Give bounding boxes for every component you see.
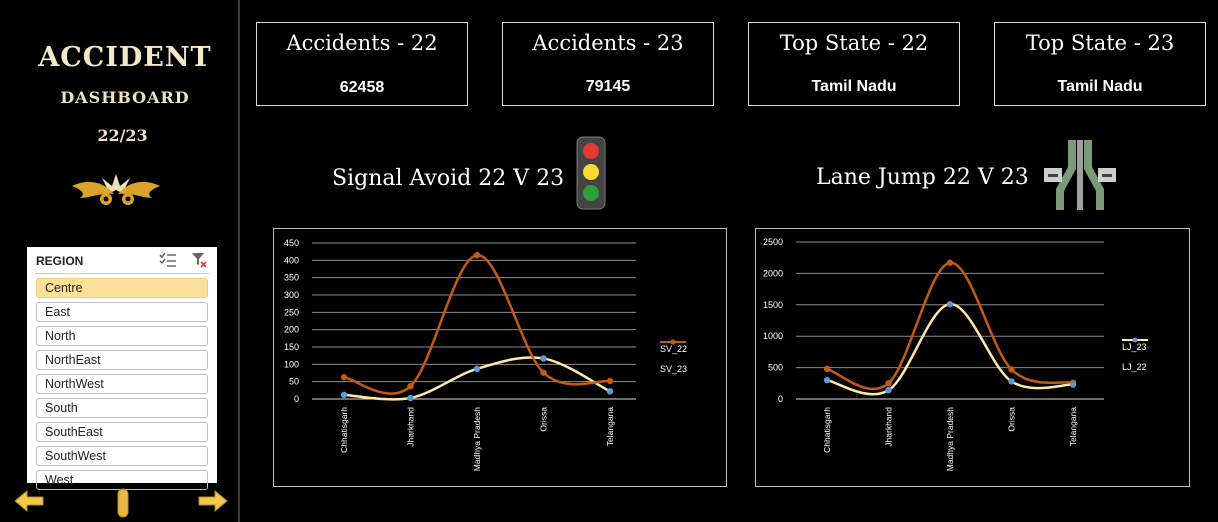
legend-sv-23: SV_23: [660, 364, 688, 374]
trophy-emblem-icon: [72, 174, 160, 205]
slicer-item-north[interactable]: North: [36, 326, 208, 346]
chart2-legend: LJ_23 LJ_22: [1122, 337, 1148, 377]
signal-avoid-plot: 0 50 100 150 200 250 300 350 400 450 Chhatisgarh Jh…: [284, 238, 636, 472]
data-point-lj_22: [823, 376, 831, 384]
x-tick-label: Telangana: [605, 407, 615, 447]
data-point-lj_23: [946, 259, 954, 266]
data-point-sv_23: [540, 369, 547, 376]
slicer-item-northeast[interactable]: NorthEast: [36, 350, 208, 370]
data-point-lj_23: [1008, 366, 1015, 373]
lane-jump-title: Lane Jump 22 V 23: [816, 165, 1029, 190]
slicer-item-south[interactable]: South: [36, 398, 208, 418]
data-point-sv_22: [540, 355, 547, 362]
slicer-header: REGION: [36, 254, 84, 268]
x-tick-label: Madhya Pradesh: [945, 407, 955, 472]
signal-avoid-chart: 0 50 100 150 200 250 300 350 400 450 Chhatisgarh Jh…: [273, 228, 727, 487]
y-tick-label: 2000: [763, 268, 783, 278]
data-point-sv_23: [340, 373, 348, 381]
slicer-item-southwest[interactable]: SouthWest: [36, 446, 208, 466]
kpi-top-state-22: Top State - 22 Tamil Nadu: [748, 22, 960, 106]
data-point-lj_22: [1069, 381, 1077, 388]
y-tick-label: 450: [284, 238, 299, 248]
x-tick-label: Orissa: [539, 407, 549, 432]
kpi-title: Top State - 23: [1025, 31, 1175, 55]
x-tick-label: Chhatisgarh: [822, 407, 832, 453]
y-tick-label: 100: [284, 359, 299, 369]
sidebar: ACCIDENT DASHBOARD 22/23 REGION Centre Ea…: [0, 0, 240, 522]
x-tick-label: Telangana: [1068, 407, 1078, 447]
y-tick-label: 300: [284, 290, 299, 300]
y-tick-label: 400: [284, 255, 299, 265]
data-point-lj_23: [823, 365, 831, 373]
data-point-sv_22: [407, 394, 414, 402]
traffic-light-icon: [576, 136, 606, 210]
series-line-lj_23: [826, 261, 1074, 391]
arrow-right-icon[interactable]: [198, 490, 228, 512]
x-tick-label: Madhya Pradesh: [472, 407, 482, 472]
clear-filter-icon[interactable]: [191, 252, 207, 268]
data-point-lj_22: [1008, 378, 1015, 385]
legend-lj-23: LJ_23: [1122, 342, 1147, 352]
kpi-title: Top State - 22: [779, 31, 929, 55]
x-tick-label: Chhatisgarh: [339, 407, 349, 453]
y-tick-label: 50: [289, 377, 299, 387]
slicer-item-northwest[interactable]: NorthWest: [36, 374, 208, 394]
data-point-lj_22: [946, 300, 954, 308]
y-tick-label: 150: [284, 342, 299, 352]
slicer-item-centre[interactable]: Centre: [36, 278, 208, 298]
kpi-accidents-22: Accidents - 22 62458: [256, 22, 468, 106]
lane-jump-plot: 0 500 1000 1500 2000 2500 Chhatisgarh Jharkhand…: [763, 237, 1104, 472]
y-tick-label: 2500: [763, 237, 783, 247]
slicer-item-west[interactable]: West: [36, 470, 208, 490]
lane-road-icon: [1044, 140, 1116, 210]
brand-title: ACCIDENT: [38, 42, 212, 73]
y-tick-label: 350: [284, 273, 299, 283]
data-point-sv_23: [473, 251, 481, 259]
brand-year: 22/23: [97, 126, 148, 145]
legend-sv-22: SV_22: [660, 344, 688, 354]
x-tick-label: Orissa: [1007, 407, 1017, 432]
chart1-legend: SV_22 SV_23: [660, 339, 687, 379]
y-tick-label: 200: [284, 325, 299, 335]
data-point-sv_22: [473, 365, 481, 373]
data-point-sv_23: [606, 377, 614, 385]
signal-avoid-title: Signal Avoid 22 V 23: [332, 166, 565, 191]
data-point-sv_23: [407, 382, 414, 390]
data-point-lj_22: [885, 387, 892, 394]
kpi-value: 62458: [339, 79, 385, 96]
brand-subtitle: DASHBOARD: [60, 88, 190, 107]
kpi-accidents-23: Accidents - 23 79145: [502, 22, 714, 106]
kpi-title: Accidents - 23: [532, 31, 684, 55]
data-point-sv_22: [340, 391, 348, 399]
data-point-lj_23: [885, 380, 892, 387]
y-tick-label: 500: [768, 363, 783, 373]
legend-lj-22: LJ_22: [1122, 362, 1147, 372]
x-tick-label: Jharkhand: [406, 407, 416, 447]
region-slicer: REGION Centre East North NorthEast NorthWest…: [27, 247, 217, 490]
data-point-sv_22: [606, 388, 614, 395]
y-tick-label: 0: [294, 394, 299, 404]
slicer-list: Centre East North NorthEast NorthWest South So…: [36, 278, 208, 494]
series-line-sv_23: [343, 253, 611, 395]
y-tick-label: 1500: [763, 300, 783, 310]
y-tick-label: 0: [778, 394, 783, 404]
kpi-value: Tamil Nadu: [811, 78, 897, 95]
slicer-item-east[interactable]: East: [36, 302, 208, 322]
slicer-item-southeast[interactable]: SouthEast: [36, 422, 208, 442]
multi-select-icon[interactable]: [159, 252, 177, 268]
y-tick-label: 1000: [763, 331, 783, 341]
x-tick-label: Jharkhand: [884, 407, 894, 447]
kpi-value: 79145: [585, 78, 631, 95]
kpi-title: Accidents - 22: [286, 31, 438, 55]
kpi-value: Tamil Nadu: [1057, 78, 1143, 95]
lane-jump-chart: 0 500 1000 1500 2000 2500 Chhatisgarh Jharkhand…: [755, 228, 1190, 487]
arrow-left-icon[interactable]: [14, 490, 44, 512]
scroll-bar-icon[interactable]: [116, 488, 130, 518]
y-tick-label: 250: [284, 307, 299, 317]
kpi-top-state-23: Top State - 23 Tamil Nadu: [994, 22, 1206, 106]
